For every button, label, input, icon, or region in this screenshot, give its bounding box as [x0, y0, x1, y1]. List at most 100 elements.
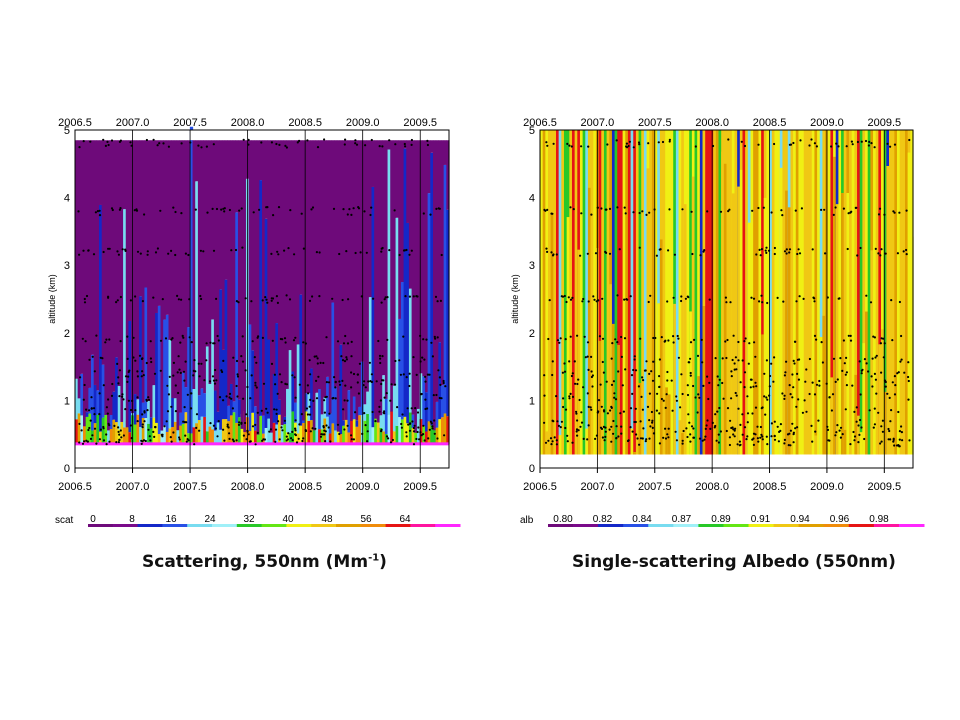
y-tick-label: 2	[529, 328, 535, 340]
sample-point	[399, 373, 402, 376]
contour-band	[905, 130, 909, 455]
sample-point	[620, 355, 624, 358]
sample-point	[262, 438, 265, 441]
sample-point	[145, 361, 148, 365]
contour-band	[638, 130, 642, 455]
sample-point	[580, 145, 583, 148]
contour-band	[307, 420, 311, 445]
contour-band	[152, 385, 156, 418]
sample-point	[422, 424, 425, 427]
sample-point	[849, 443, 852, 446]
sample-point	[236, 375, 240, 378]
y-tick-label: 2	[64, 328, 70, 340]
contour-band	[726, 154, 730, 455]
sample-point	[835, 431, 838, 434]
sample-point	[898, 430, 902, 433]
sample-point	[616, 294, 619, 297]
contour-band	[88, 387, 92, 414]
sample-point	[355, 143, 359, 146]
contour-band	[342, 140, 346, 421]
sample-point	[650, 370, 653, 373]
contour-band	[264, 130, 268, 141]
contour-band	[270, 140, 274, 433]
contour-band	[259, 130, 263, 141]
sample-point	[265, 298, 268, 301]
sample-point	[78, 422, 81, 425]
contour-band	[192, 140, 196, 390]
contour-band	[141, 130, 146, 141]
plot-frame	[539, 129, 914, 469]
sample-point	[767, 249, 771, 252]
contour-band	[403, 130, 407, 141]
sample-point	[315, 355, 318, 358]
sample-point	[714, 413, 717, 416]
sample-point	[434, 337, 437, 340]
contour-band	[363, 404, 367, 421]
sample-point	[156, 247, 159, 250]
contour-band	[85, 412, 89, 417]
sample-point	[608, 207, 612, 210]
sample-point	[417, 426, 420, 429]
sample-point	[378, 410, 381, 413]
sample-point	[122, 398, 125, 401]
sample-point	[687, 413, 690, 416]
contour-band	[366, 130, 370, 141]
sample-point	[652, 432, 656, 435]
sample-point	[870, 142, 873, 145]
contour-band	[262, 140, 266, 416]
sample-point	[270, 252, 273, 255]
sample-point	[751, 209, 754, 212]
sample-point	[765, 251, 768, 254]
sample-point	[419, 334, 422, 337]
contour-band	[440, 417, 445, 445]
sample-point	[133, 209, 136, 212]
sample-point	[149, 357, 152, 360]
sample-point	[327, 381, 331, 384]
sample-point	[556, 420, 559, 423]
sample-point	[154, 251, 158, 254]
sample-point	[433, 432, 436, 435]
contour-band	[646, 168, 650, 455]
sample-point	[796, 252, 799, 256]
sample-point	[363, 210, 366, 213]
sample-point	[614, 398, 618, 401]
sample-point	[174, 384, 177, 387]
sample-point	[136, 250, 140, 253]
sample-point	[700, 338, 703, 341]
sample-point	[166, 410, 170, 413]
contour-band	[667, 394, 672, 455]
contour-band	[147, 130, 151, 141]
colorbar-segment	[598, 524, 624, 527]
sample-point	[749, 386, 752, 389]
contour-band	[424, 431, 429, 445]
sample-point	[159, 339, 163, 342]
sample-point	[684, 297, 688, 300]
contour-band	[80, 130, 84, 141]
contour-band	[379, 140, 383, 416]
sample-point	[606, 412, 610, 415]
contour-band	[286, 140, 290, 389]
sample-point	[285, 146, 288, 149]
contour-band	[368, 416, 373, 445]
sample-point	[880, 371, 883, 374]
contour-band	[141, 402, 146, 418]
sample-point	[412, 443, 416, 446]
sample-point	[391, 438, 394, 442]
contour-band	[278, 414, 282, 445]
contour-band	[152, 130, 156, 141]
sample-point	[394, 143, 397, 146]
sample-point	[601, 337, 605, 340]
sample-point	[412, 426, 415, 430]
contour-band	[793, 319, 797, 455]
sample-point	[587, 368, 590, 371]
sample-point	[106, 412, 109, 415]
contour-band	[77, 398, 81, 414]
contour-band	[702, 306, 706, 455]
sample-point	[672, 335, 675, 338]
sample-point	[725, 301, 728, 304]
surface-band	[75, 442, 449, 446]
sample-point	[893, 375, 897, 378]
sample-point	[766, 398, 769, 401]
sample-point	[241, 246, 244, 249]
colorbar-segment	[648, 524, 674, 527]
